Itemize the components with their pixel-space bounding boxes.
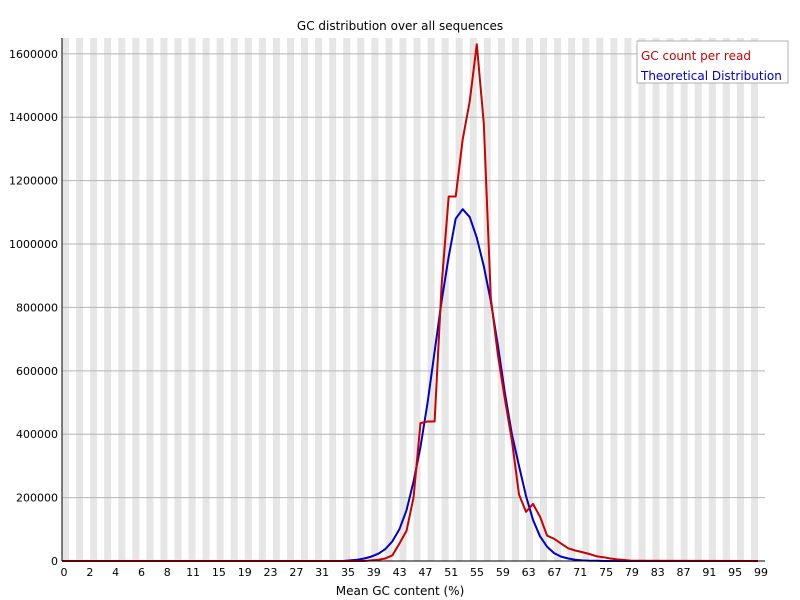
- grid-band: [202, 38, 210, 561]
- x-axis-label: Mean GC content (%): [336, 584, 465, 598]
- x-tick-label: 0: [61, 566, 68, 579]
- x-tick-label: 27: [289, 566, 303, 579]
- x-tick-label: 83: [651, 566, 665, 579]
- x-tick-label: 11: [186, 566, 200, 579]
- grid-band: [216, 38, 224, 561]
- y-tick-label: 1400000: [9, 111, 58, 124]
- y-tick-label: 0: [51, 555, 58, 568]
- grid-band: [329, 38, 337, 561]
- grid-band: [708, 38, 716, 561]
- grid-band: [301, 38, 309, 561]
- grid-band: [286, 38, 294, 561]
- x-tick-label: 87: [677, 566, 691, 579]
- grid-band: [750, 38, 758, 561]
- series-line-gc-count: [62, 43, 759, 562]
- x-tick-label: 79: [625, 566, 639, 579]
- x-tick-label: 51: [444, 566, 458, 579]
- grid-band: [90, 38, 98, 561]
- y-tick-label: 1200000: [9, 175, 58, 188]
- grid-band: [357, 38, 365, 561]
- y-tick-label: 400000: [16, 428, 58, 441]
- grid-band: [132, 38, 140, 561]
- grid-band: [652, 38, 660, 561]
- y-tick-label: 1000000: [9, 238, 58, 251]
- x-tick-label: 59: [496, 566, 510, 579]
- grid-band: [160, 38, 168, 561]
- grid-band: [385, 38, 393, 561]
- x-tick-label: 43: [393, 566, 407, 579]
- grid-band: [441, 38, 449, 561]
- grid-band: [694, 38, 702, 561]
- y-tick-label: 800000: [16, 301, 58, 314]
- grid-band: [76, 38, 84, 561]
- grid-band: [118, 38, 126, 561]
- x-tick-label: 91: [702, 566, 716, 579]
- legend-box: [636, 40, 789, 84]
- grid-band: [469, 38, 477, 561]
- y-tick-label: 600000: [16, 365, 58, 378]
- grid-band: [343, 38, 351, 561]
- chart-title: GC distribution over all sequences: [297, 19, 503, 33]
- x-tick-label: 2: [86, 566, 93, 579]
- grid-band: [62, 38, 70, 561]
- x-tick-label: 99: [754, 566, 768, 579]
- y-tick-label: 200000: [16, 492, 58, 505]
- x-tick-label: 19: [238, 566, 252, 579]
- grid-band: [624, 38, 632, 561]
- grid-band: [483, 38, 491, 561]
- grid-band: [722, 38, 730, 561]
- x-tick-labels: 0 2 4 6 8 11 15 19 23 27 31 35 39 43 47 51 55 59 63 67 71 75 7…: [61, 566, 769, 579]
- x-tick-label: 15: [212, 566, 226, 579]
- background-bands: [62, 38, 758, 561]
- grid-band: [188, 38, 196, 561]
- grid-band: [568, 38, 576, 561]
- grid-band: [272, 38, 280, 561]
- x-tick-label: 31: [315, 566, 329, 579]
- x-tick-label: 75: [599, 566, 613, 579]
- grid-band: [244, 38, 252, 561]
- legend: GC count per read Theoretical Distributi…: [636, 40, 789, 84]
- x-tick-label: 55: [470, 566, 484, 579]
- x-tick-label: 4: [112, 566, 119, 579]
- grid-band: [638, 38, 646, 561]
- grid-band: [525, 38, 534, 561]
- x-tick-label: 71: [573, 566, 587, 579]
- grid-band: [413, 38, 421, 561]
- grid-band: [610, 38, 618, 561]
- grid-band: [736, 38, 744, 561]
- legend-item-gc-count: GC count per read: [641, 49, 751, 63]
- grid-band: [540, 38, 548, 561]
- y-tick-label: 1600000: [9, 48, 58, 61]
- x-tick-label: 63: [522, 566, 536, 579]
- grid-band: [104, 38, 112, 561]
- grid-band: [230, 38, 238, 561]
- x-tick-label: 8: [164, 566, 171, 579]
- x-tick-label: 47: [418, 566, 432, 579]
- x-tick-label: 23: [264, 566, 278, 579]
- grid-band: [680, 38, 688, 561]
- x-tick-label: 35: [341, 566, 355, 579]
- grid-band: [554, 38, 562, 561]
- legend-item-theoretical: Theoretical Distribution: [640, 69, 782, 83]
- grid-band: [511, 38, 519, 561]
- grid-band: [497, 38, 505, 561]
- grid-band: [174, 38, 182, 561]
- x-tick-label: 95: [728, 566, 742, 579]
- grid-band: [371, 38, 379, 561]
- grid-band: [582, 38, 590, 561]
- grid-band: [315, 38, 323, 561]
- grid-band: [258, 38, 266, 561]
- x-tick-label: 67: [547, 566, 561, 579]
- grid-band: [455, 38, 463, 561]
- horizontal-gridlines: [62, 53, 765, 499]
- y-tick-labels: 0 200000 400000 600000 800000 1000000 1200000 1…: [9, 48, 58, 568]
- grid-band: [146, 38, 154, 561]
- grid-band: [399, 38, 407, 561]
- grid-band: [596, 38, 604, 561]
- x-tick-label: 6: [138, 566, 145, 579]
- grid-band: [666, 38, 674, 561]
- x-tick-label: 39: [367, 566, 381, 579]
- grid-band: [427, 38, 435, 561]
